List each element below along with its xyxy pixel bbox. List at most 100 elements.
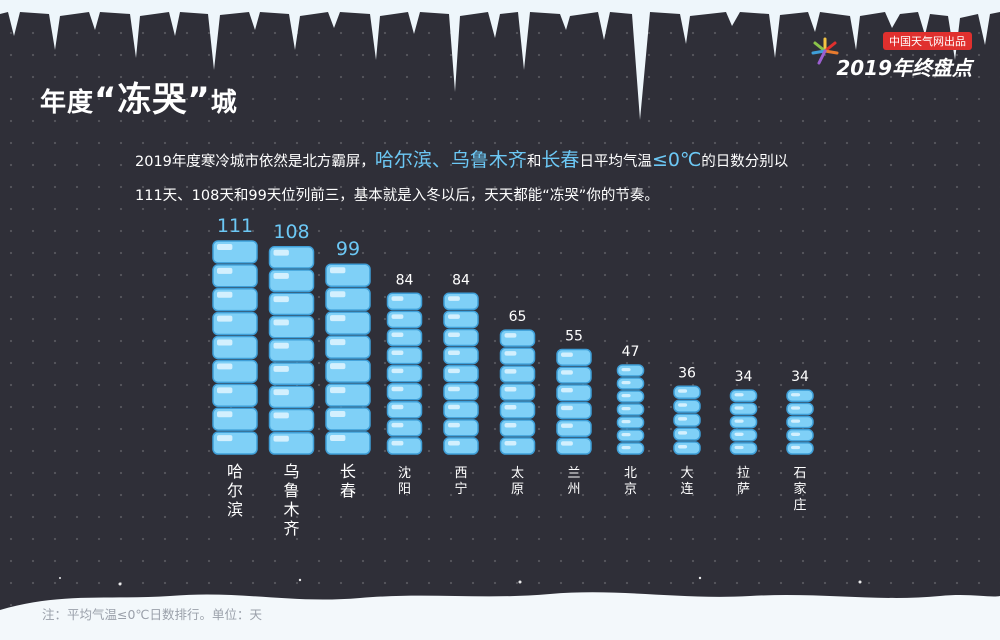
ice-cube xyxy=(673,413,701,427)
ice-cube xyxy=(443,419,479,437)
bar-value-label: 108 xyxy=(273,221,309,243)
ice-cube-highlight xyxy=(273,273,289,279)
ice-cube-highlight xyxy=(448,368,460,374)
category-label: 大连 xyxy=(680,466,693,497)
ice-bar xyxy=(499,329,536,455)
ice-bar xyxy=(786,389,814,455)
ice-cube-highlight xyxy=(391,368,404,374)
ice-cube xyxy=(616,429,645,442)
ice-cube-highlight xyxy=(330,315,346,322)
bar-value-label: 84 xyxy=(396,272,414,288)
intro-text-4: 的日数分别以 xyxy=(701,154,789,170)
ice-cube-highlight xyxy=(273,249,289,256)
ice-cube-highlight xyxy=(273,296,289,303)
intro-text-3: 日平均气温 xyxy=(579,154,652,170)
ice-cube-highlight xyxy=(734,393,744,397)
category-label: 乌鲁木齐 xyxy=(283,462,299,538)
ice-cube xyxy=(616,390,645,403)
ice-cube xyxy=(499,401,536,419)
title-prefix: 年度 xyxy=(40,88,95,118)
ice-cube xyxy=(786,402,814,416)
ice-cube-highlight xyxy=(330,411,346,418)
ice-cube xyxy=(386,401,423,419)
ice-cube-highlight xyxy=(391,440,404,446)
category-label: 太原 xyxy=(511,466,524,497)
ice-cube-highlight xyxy=(448,350,460,356)
intro-line-2: 111天、108天和99天位列前三，基本就是入冬以后，天天都能“冻哭”你的节奏。 xyxy=(135,188,659,204)
ice-cube-highlight xyxy=(330,435,346,442)
ice-cube-highlight xyxy=(448,332,460,337)
ice-cube-highlight xyxy=(391,404,404,410)
ice-cube-highlight xyxy=(448,386,460,392)
bar-value-label: 47 xyxy=(622,344,640,360)
category-label: 沈阳 xyxy=(398,466,411,497)
ice-cube-highlight xyxy=(391,422,404,428)
ice-cube-highlight xyxy=(791,445,801,450)
ice-cube xyxy=(556,437,592,455)
ice-cube xyxy=(556,366,592,384)
ice-cube xyxy=(729,402,758,416)
ice-cube xyxy=(556,348,592,366)
ice-cube xyxy=(443,292,479,311)
ice-cube-highlight xyxy=(621,406,631,411)
ice-cube xyxy=(443,437,479,455)
ice-cube xyxy=(386,419,423,437)
brand-logo-icon xyxy=(811,37,839,65)
bar-value-label: 55 xyxy=(565,328,583,344)
ice-cube xyxy=(786,415,814,429)
ice-cube xyxy=(386,364,423,383)
ice-cube-highlight xyxy=(504,369,517,374)
ice-cube-highlight xyxy=(448,314,460,319)
ice-cube-highlight xyxy=(330,363,346,370)
ice-cube xyxy=(386,382,423,401)
intro-paragraph: 2019年度寒冷城市依然是北方霸屏，哈尔滨、乌鲁木齐和长春日平均气温≤0℃的日数… xyxy=(135,143,895,213)
ice-cube xyxy=(443,364,479,383)
bar-value-label: 34 xyxy=(791,369,809,385)
ice-cube-highlight xyxy=(791,393,801,397)
ice-bar xyxy=(729,389,758,455)
category-label: 西宁 xyxy=(454,466,467,497)
ice-cube-highlight xyxy=(504,387,517,392)
ice-cube-highlight xyxy=(791,419,801,423)
ice-bar xyxy=(556,348,592,455)
ice-cube-highlight xyxy=(448,404,460,410)
ice-cube-highlight xyxy=(217,244,233,250)
ice-bar xyxy=(268,246,315,455)
ice-cube-highlight xyxy=(217,339,233,346)
bar-value-label: 65 xyxy=(509,309,527,325)
ice-cube-highlight xyxy=(621,380,631,385)
ice-cube xyxy=(499,365,536,383)
ice-bar xyxy=(325,263,371,455)
ice-cube-highlight xyxy=(391,350,404,356)
title-quoted: “冻哭” xyxy=(94,80,211,120)
ice-cube xyxy=(616,416,645,429)
ice-cube-highlight xyxy=(621,367,631,372)
category-label: 哈尔滨 xyxy=(227,462,243,519)
ice-cube xyxy=(729,389,758,403)
ice-cube-highlight xyxy=(678,389,688,393)
bar-value-label: 99 xyxy=(336,238,360,260)
ice-cube xyxy=(499,347,536,365)
ice-cube xyxy=(729,428,758,442)
ice-cube xyxy=(673,399,701,413)
ice-cube-highlight xyxy=(448,296,460,301)
ice-cube-highlight xyxy=(330,339,346,346)
bar-value-label: 84 xyxy=(452,272,470,288)
ice-cube-highlight xyxy=(734,406,744,410)
ice-cube xyxy=(386,328,423,347)
ice-cube xyxy=(499,419,536,437)
ice-cube-highlight xyxy=(791,406,801,410)
intro-highlight-city: 长春 xyxy=(541,149,580,171)
ice-cube xyxy=(556,401,592,420)
ice-cube-highlight xyxy=(217,363,233,370)
ice-cube-highlight xyxy=(504,441,517,446)
category-label: 石家庄 xyxy=(793,466,806,513)
intro-highlight-condition: ≤0℃ xyxy=(651,149,702,171)
ice-cube xyxy=(443,382,479,401)
ice-cube-highlight xyxy=(273,342,289,349)
ice-cube-highlight xyxy=(734,432,744,436)
ice-cube-highlight xyxy=(791,432,801,436)
ice-cube-highlight xyxy=(273,435,289,442)
ice-cube-highlight xyxy=(273,412,289,419)
